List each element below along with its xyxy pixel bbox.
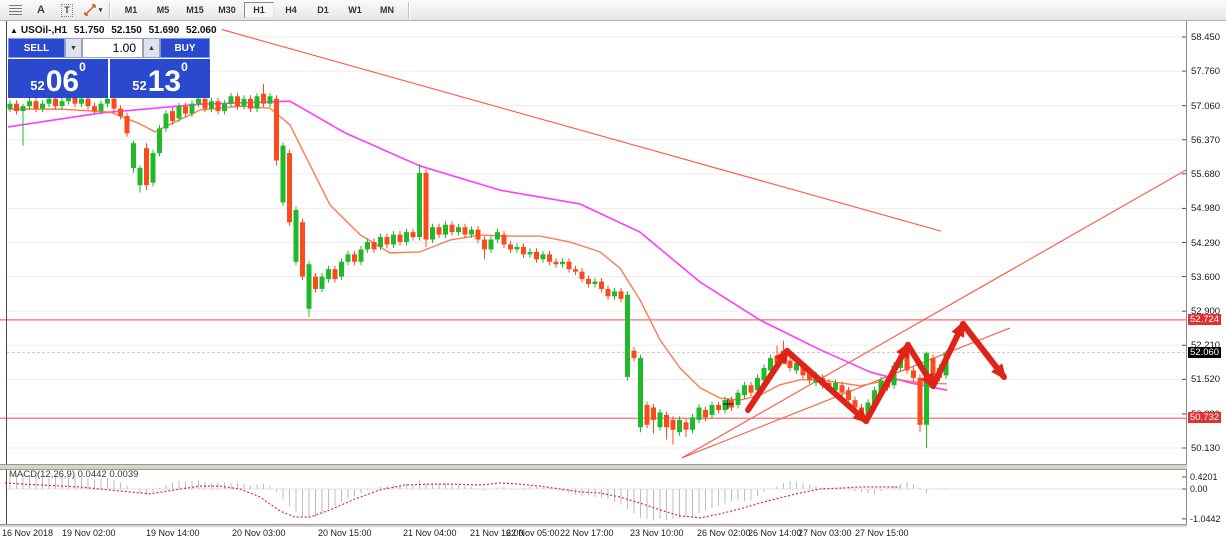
timeframe-group: M1 M5 M15 M30 H1 H4 D1 W1 MN (115, 2, 403, 18)
chevron-down-icon: ▾ (98, 7, 103, 14)
price-axis: 58.450 57.760 57.060 56.370 55.680 54.980 54.2… (1187, 21, 1226, 540)
sell-price-main: 06 (45, 65, 80, 98)
time-tick-label: 26 Nov 14:00 (748, 528, 802, 538)
macd-histogram-layer (9, 473, 947, 521)
sell-button[interactable]: SELL (8, 38, 65, 58)
time-tick-label: 27 Nov 15:00 (855, 528, 909, 538)
price-tick-label: 57.760 (1191, 66, 1221, 78)
collapse-panel-icon[interactable]: ▲ (10, 26, 18, 35)
sell-price-button[interactable]: 52 06 0 (8, 59, 108, 98)
candles-layer (7, 83, 949, 449)
time-tick-label: 22 Nov 17:00 (560, 528, 614, 538)
timeframe-button-M5[interactable]: M5 (156, 5, 170, 15)
chart-left-border (6, 21, 7, 524)
one-click-trading-panel: SELL ▼ 1.00 ▲ BUY 52 06 0 52 13 0 (8, 38, 210, 99)
macd-scale-label: -1.0442 (1190, 513, 1221, 524)
time-tick-label: 26 Nov 02:00 (697, 528, 751, 538)
descending-trendline (221, 29, 942, 232)
price-tick-label: 54.980 (1191, 203, 1221, 215)
macd-scale-label: 0.00 (1190, 484, 1208, 494)
price-tick-label: 51.520 (1191, 374, 1221, 386)
price-tick-label: 52.900 (1191, 306, 1221, 318)
price-tick-label: 57.060 (1191, 100, 1221, 112)
buy-price-sup: 0 (181, 60, 188, 74)
macd-splitter[interactable] (0, 464, 1226, 470)
price-tag-50.732: 50.732 (1188, 412, 1222, 424)
menu-lines-icon[interactable] (4, 2, 26, 18)
price-tick-label: 54.290 (1191, 237, 1221, 249)
sell-price-sup: 0 (79, 60, 86, 74)
buy-price-main: 13 (147, 65, 182, 98)
buy-button[interactable]: BUY (160, 38, 210, 58)
ohlc-low: 51.690 (148, 25, 180, 36)
price-tick-label: 53.600 (1191, 271, 1221, 283)
chart-canvas[interactable] (0, 21, 1186, 540)
timeframe-button-M15[interactable]: M15 (186, 5, 204, 15)
symbol-period-label: USOil-,H1 (20, 25, 68, 36)
macd-signal-line (4, 482, 900, 519)
chart-title: ▲ USOil-,H1 51.750 52.150 51.690 52.060 (10, 25, 221, 36)
buy-price-prefix: 52 (132, 78, 147, 93)
price-tick-label: 50.130 (1191, 443, 1221, 454)
time-tick-label: 20 Nov 15:00 (318, 528, 372, 538)
time-tick-label: 27 Nov 03:00 (798, 528, 852, 538)
ohlc-open: 51.750 (73, 25, 105, 36)
arrows-glyph (84, 4, 96, 16)
timeframe-button-H4[interactable]: H4 (285, 5, 297, 15)
buy-price-button[interactable]: 52 13 0 (110, 59, 210, 98)
volume-decrease-button[interactable]: ▼ (65, 38, 82, 58)
price-tick-label: 58.450 (1191, 32, 1221, 43)
axis-divider (1186, 21, 1187, 540)
ma-slow-line (7, 100, 948, 391)
timeframe-button-W1[interactable]: W1 (348, 5, 362, 15)
timeframe-button-M1[interactable]: M1 (124, 5, 138, 15)
toolbar-separator (109, 2, 110, 18)
text-box-icon[interactable]: T (56, 2, 78, 18)
time-tick-label: 20 Nov 03:00 (232, 528, 286, 538)
price-tick-label: 56.370 (1191, 134, 1221, 146)
time-axis: 16 Nov 2018 19 Nov 02:00 19 Nov 14:00 20 No… (0, 527, 1226, 541)
time-tick-label: 19 Nov 14:00 (146, 528, 200, 538)
macd-scale-label: 0.4201 (1190, 471, 1218, 482)
volume-increase-button[interactable]: ▲ (143, 38, 160, 58)
toolbar-separator (408, 2, 409, 18)
chart-window: ▲ USOil-,H1 51.750 52.150 51.690 52.060 S… (0, 21, 1226, 544)
arrows-tool-icon[interactable]: ▾ (82, 2, 104, 18)
time-axis-splitter (0, 524, 1226, 527)
price-tag-52.724: 52.724 (1188, 313, 1222, 325)
timeframe-button-MN[interactable]: MN (380, 5, 394, 15)
price-tag-52.060: 52.060 (1188, 346, 1222, 358)
macd-indicator-label: MACD(12,26,9) 0.0442 0.0039 (9, 469, 139, 480)
ohlc-high: 52.150 (111, 25, 142, 36)
price-tick-label: 52.210 (1191, 340, 1220, 351)
horizontal-lines-layer (0, 319, 1186, 419)
price-tick-label: 55.680 (1191, 168, 1221, 180)
time-tick-label: 22 Nov 05:00 (506, 528, 560, 538)
time-tick-label: 23 Nov 10:00 (630, 528, 684, 538)
time-tick-label: 19 Nov 02:00 (62, 528, 116, 538)
text-label-icon[interactable]: A (37, 4, 45, 16)
ascending-trendline-long (681, 169, 1186, 459)
volume-input[interactable]: 1.00 (82, 38, 143, 58)
timeframe-button-H1[interactable]: H1 (244, 2, 274, 18)
ohlc-close: 52.060 (185, 25, 217, 36)
timeframe-button-M30[interactable]: M30 (218, 5, 236, 15)
time-tick-label: 21 Nov 04:00 (403, 528, 457, 538)
toolbar: A T ▾ M1 M5 M15 M30 H1 H4 D1 W1 MN (0, 0, 1226, 21)
sell-price-prefix: 52 (30, 78, 45, 93)
time-tick-label: 21 Nov 16:00 (470, 528, 524, 538)
time-tick-label: 16 Nov 2018 (2, 528, 54, 538)
trend-arrows-layer (745, 320, 1007, 424)
timeframe-button-D1[interactable]: D1 (317, 5, 329, 15)
